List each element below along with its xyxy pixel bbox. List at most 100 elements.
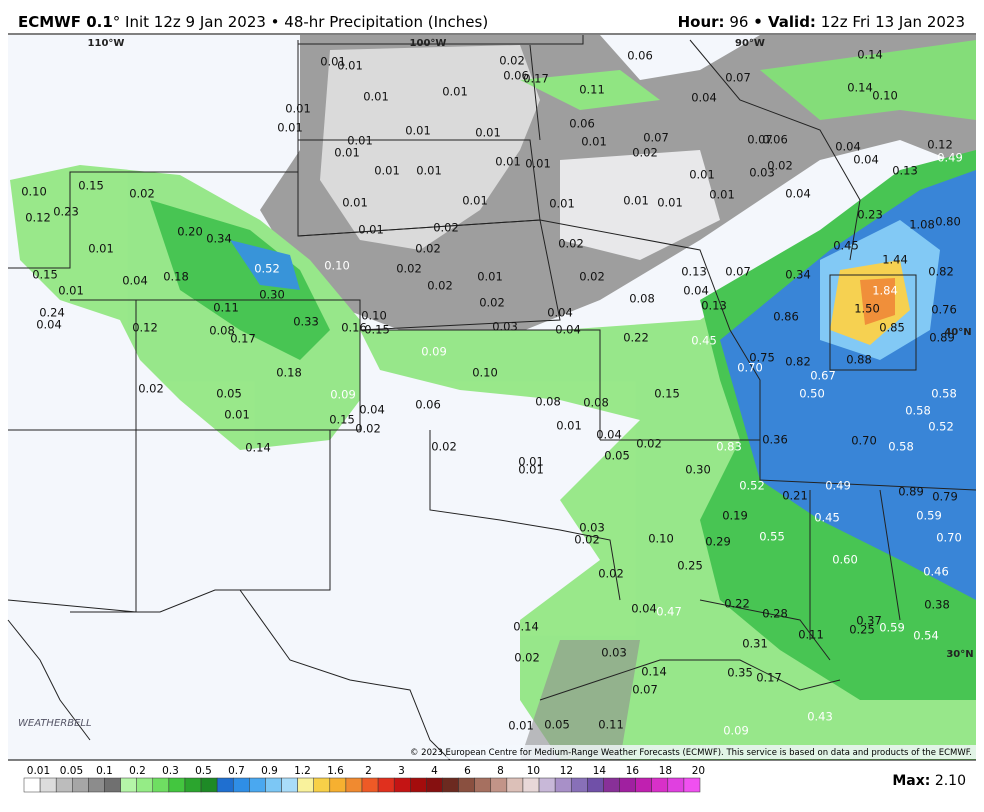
legend-label: 18	[659, 765, 672, 777]
legend-swatch	[490, 777, 508, 793]
precip-value: 0.19	[722, 509, 748, 523]
precip-value: 0.02	[499, 54, 525, 68]
precip-value: 0.07	[725, 265, 751, 279]
precip-value: 0.01	[224, 408, 250, 422]
valid: 12z Fri 13 Jan 2023	[816, 13, 965, 31]
precip-value: 0.01	[518, 463, 544, 477]
precip-value: 0.03	[579, 521, 605, 535]
legend-swatch	[442, 777, 459, 793]
precip-value: 0.04	[835, 140, 861, 154]
precip-value: 0.17	[230, 332, 256, 346]
precip-value: 0.59	[916, 509, 942, 523]
grid-label: 90°W	[735, 38, 765, 49]
precip-value: 0.03	[749, 166, 775, 180]
legend-label: 6	[464, 765, 471, 777]
legend-swatch	[72, 777, 89, 793]
precip-value: 0.35	[727, 666, 753, 680]
precip-value: 0.52	[928, 420, 954, 434]
precip-value: 0.52	[739, 479, 765, 493]
valid-label: • Valid:	[753, 13, 816, 31]
precip-value: 0.85	[879, 321, 905, 335]
precip-value: 0.17	[756, 671, 782, 685]
precip-value: 0.15	[329, 413, 355, 427]
legend-label: 0.01	[27, 765, 50, 777]
legend-swatch	[393, 777, 411, 793]
legend-label: 4	[431, 765, 438, 777]
precip-value: 0.02	[431, 440, 457, 454]
precip-value: 0.01	[556, 419, 582, 433]
precip-value: 0.01	[334, 146, 360, 160]
legend-swatch	[39, 777, 57, 793]
precip-value: 0.36	[762, 433, 788, 447]
legend-label: 0.2	[129, 765, 146, 777]
legend-swatch	[377, 777, 395, 793]
precip-value: 0.54	[913, 629, 939, 643]
precip-value: 0.21	[782, 489, 808, 503]
precip-value: 0.03	[492, 320, 518, 334]
precip-value: 0.55	[759, 530, 785, 544]
precip-value: 0.82	[785, 355, 811, 369]
valid-time: Hour: 96 • Valid: 12z Fri 13 Jan 2023	[678, 13, 965, 31]
legend-swatch	[603, 777, 620, 793]
precip-value: 0.02	[636, 437, 662, 451]
precip-value: 0.07	[632, 683, 658, 697]
legend-label: 12	[560, 765, 573, 777]
precip-value: 0.01	[475, 126, 501, 140]
precip-value: 0.09	[723, 724, 749, 738]
legend-swatch	[538, 777, 556, 793]
legend-swatch	[635, 777, 652, 793]
precip-value: 0.02	[129, 187, 155, 201]
logo: WEATHERBELL	[18, 718, 92, 729]
precip-value: 0.83	[716, 440, 742, 454]
precip-value: 0.23	[53, 205, 79, 219]
precip-value: 0.09	[421, 345, 447, 359]
precip-value: 0.01	[525, 157, 551, 171]
precip-value: 0.02	[479, 296, 505, 310]
precip-value: 0.01	[549, 197, 575, 211]
precip-value: 0.59	[879, 621, 905, 635]
precip-value: 0.05	[604, 449, 630, 463]
precip-value: 0.70	[936, 531, 962, 545]
precip-value: 0.30	[685, 463, 711, 477]
precip-value: 0.10	[324, 259, 350, 273]
precip-value: 0.04	[691, 91, 717, 105]
precip-value: 0.04	[122, 274, 148, 288]
legend-swatch	[168, 777, 186, 793]
legend-label: 1.2	[294, 765, 311, 777]
precip-value: 0.45	[691, 334, 717, 348]
max-value: 2.10	[935, 773, 966, 789]
precip-value: 0.12	[132, 321, 158, 335]
precip-value: 0.07	[643, 131, 669, 145]
legend-swatch	[474, 777, 492, 793]
legend-swatch	[104, 777, 121, 793]
precip-value: 0.49	[825, 479, 851, 493]
legend-label: 0.9	[261, 765, 278, 777]
precip-value: 0.43	[807, 710, 833, 724]
precip-value: 0.47	[656, 605, 682, 619]
legend-label: 16	[626, 765, 640, 777]
legend-label: 0.7	[228, 765, 245, 777]
precip-value: 0.07	[725, 71, 751, 85]
precip-value: 0.14	[245, 441, 271, 455]
precip-value: 0.04	[547, 306, 573, 320]
precip-value: 0.10	[648, 532, 674, 546]
precip-value: 0.10	[21, 185, 47, 199]
precip-value: 0.80	[935, 215, 961, 229]
precip-value: 0.01	[337, 59, 363, 73]
precip-value: 0.08	[209, 324, 235, 338]
precip-value: 0.01	[623, 194, 649, 208]
precip-value: 0.01	[58, 284, 84, 298]
precip-value: 0.05	[544, 718, 570, 732]
precip-value: 0.70	[737, 361, 763, 375]
precip-value: 0.01	[495, 155, 521, 169]
precip-value: 0.07	[747, 133, 773, 147]
hour-label: Hour:	[678, 13, 725, 31]
legend-swatch	[667, 777, 685, 793]
legend-label: 0.5	[195, 765, 212, 777]
precip-value: 0.52	[254, 262, 280, 276]
precip-value: 0.14	[513, 620, 539, 634]
precip-value: 0.75	[749, 351, 775, 365]
precip-value: 0.02	[396, 262, 422, 276]
precip-value: 0.14	[641, 665, 667, 679]
